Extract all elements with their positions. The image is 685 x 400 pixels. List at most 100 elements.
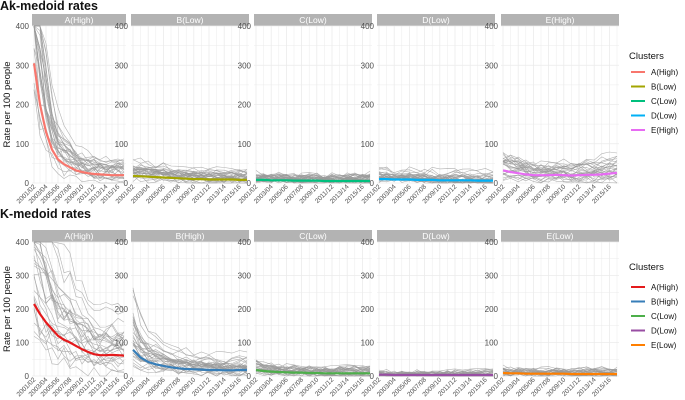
legend-label: C(Low) (651, 97, 677, 106)
background-trajectory (33, 259, 125, 345)
background-trajectory (34, 241, 125, 340)
series-line (256, 178, 370, 183)
y-tick-label: 300 (238, 272, 252, 281)
panel-strip (131, 230, 249, 242)
y-tick-label: 100 (115, 140, 129, 149)
background-trajectory (132, 319, 248, 364)
panel-strip (32, 14, 126, 26)
panel-strip-label: B(High) (176, 231, 205, 241)
y-tick-label: 200 (485, 305, 499, 314)
background-trajectory (502, 159, 618, 174)
background-trajectory (33, 276, 125, 363)
y-tick-label: 100 (485, 339, 499, 348)
panel-strip-label: C(Low) (299, 15, 327, 25)
background-trajectory (33, 298, 125, 354)
background-trajectory (255, 173, 371, 179)
background-trajectory (33, 25, 125, 178)
legend-item: B(High) (631, 298, 678, 307)
panel-strip-label: A(High) (65, 15, 94, 25)
y-tick-label: 100 (361, 140, 375, 149)
panel-strip (501, 14, 619, 26)
y-tick-label: 300 (16, 272, 30, 281)
legend-title: Clusters (629, 51, 664, 62)
background-trajectory (132, 324, 248, 368)
background-trajectory (33, 25, 125, 171)
background-trajectory (132, 348, 248, 369)
y-tick-label: 400 (485, 22, 499, 31)
y-tick-label: 200 (238, 305, 252, 314)
background-trajectory (132, 174, 248, 184)
background-trajectory (34, 25, 125, 164)
background-trajectory (502, 367, 618, 374)
y-tick-label: 300 (361, 61, 375, 70)
panel-strip-label: A(High) (65, 231, 94, 241)
panel-clow: C(Low)01002003004002001/022003/042005/06… (238, 14, 372, 205)
panel-strip (501, 230, 619, 242)
legend-item: C(Low) (631, 97, 677, 106)
y-tick-label: 200 (16, 101, 30, 110)
chart-title: Ak-medoid rates (0, 0, 98, 13)
background-trajectory (33, 241, 125, 352)
y-tick-label: 100 (361, 339, 375, 348)
background-trajectory (255, 174, 371, 181)
chart-title: K-medoid rates (0, 207, 91, 221)
background-trajectory (132, 290, 248, 365)
panel-strip (131, 14, 249, 26)
background-trajectory (132, 366, 248, 376)
background-trajectory (33, 336, 125, 372)
series-line (255, 368, 370, 375)
y-tick-label: 0 (25, 179, 30, 188)
y-tick-label: 200 (238, 101, 252, 110)
background-trajectory (255, 363, 371, 372)
panel-bhigh: B(High)01002003004002001/022003/042005/0… (115, 230, 249, 398)
chart-ak-medoid: Ak-medoid rates Rate per 100 people A(High… (0, 0, 678, 205)
panel-strip (377, 14, 495, 26)
background-trajectory (33, 274, 125, 361)
background-trajectory (33, 273, 125, 344)
legend-item: C(Low) (631, 312, 677, 321)
panel-strip-label: D(Low) (422, 231, 450, 241)
background-trajectory (33, 25, 125, 174)
background-trajectory (132, 168, 248, 181)
background-trajectory (502, 173, 618, 183)
legend-item: D(Low) (631, 112, 677, 121)
y-tick-label: 0 (370, 372, 375, 381)
background-trajectory (34, 25, 125, 162)
y-tick-label: 400 (485, 238, 499, 247)
legend-item: D(Low) (631, 327, 677, 336)
panel-dlow: D(Low)01002003004002001/022003/042005/06… (361, 230, 495, 398)
y-tick-label: 300 (361, 272, 375, 281)
y-tick-label: 400 (361, 22, 375, 31)
legend-label: C(Low) (651, 312, 677, 321)
background-trajectory (132, 295, 248, 356)
y-tick-label: 400 (361, 238, 375, 247)
y-tick-label: 100 (115, 339, 129, 348)
background-trajectory (34, 25, 125, 171)
background-trajectory (132, 165, 248, 176)
y-tick-label: 100 (16, 339, 30, 348)
y-tick-label: 100 (16, 140, 30, 149)
series-line (502, 371, 617, 376)
legend-label: D(Low) (651, 112, 677, 121)
background-trajectory (502, 367, 618, 375)
background-trajectory (255, 363, 371, 372)
series-line (33, 303, 125, 357)
series-line (32, 63, 124, 177)
y-tick-label: 300 (485, 61, 499, 70)
background-trajectory (255, 363, 371, 372)
background-trajectory (33, 297, 125, 367)
panel-ahigh: A(High)01002003004002001/022003/042005/0… (16, 14, 126, 205)
panel-strip (32, 230, 126, 242)
legend-label: B(High) (651, 298, 678, 307)
y-tick-label: 0 (370, 179, 375, 188)
panel-strip-label: B(Low) (177, 15, 204, 25)
y-tick-label: 0 (247, 179, 252, 188)
legend-title: Clusters (629, 262, 664, 273)
y-axis-label: Rate per 100 people (2, 266, 13, 352)
background-trajectory (132, 359, 248, 377)
background-trajectory (502, 173, 618, 184)
legend-label: A(High) (651, 283, 678, 292)
legend-item: E(Low) (631, 341, 677, 350)
y-tick-label: 0 (494, 372, 499, 381)
